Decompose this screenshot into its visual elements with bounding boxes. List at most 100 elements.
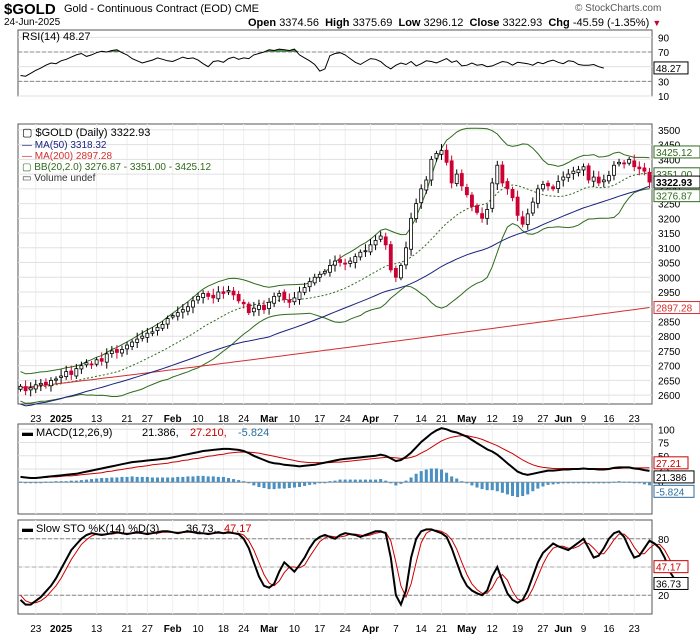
sto-x-label: 14 (416, 624, 428, 635)
candle-body (272, 296, 277, 304)
candle-body (155, 326, 160, 332)
macd-histogram-bar (505, 482, 509, 495)
symbol-title: $GOLD (4, 1, 56, 18)
sto-x-label: 10 (192, 624, 204, 635)
macd-line (20, 427, 650, 479)
macd-histogram-bar (313, 482, 317, 485)
instrument-name: Gold - Continuous Contract (EOD) CME (64, 3, 260, 15)
price-x-label: May (457, 414, 477, 425)
candle-body (637, 166, 642, 170)
macd-histogram-bar (526, 482, 530, 495)
sto-tick-label: 20 (658, 591, 670, 602)
candle-body (510, 189, 515, 199)
price-x-label: 21 (436, 414, 448, 425)
macd-histogram-bar (176, 476, 180, 483)
macd-histogram-bar (419, 471, 423, 483)
sto-x-label: 7 (393, 624, 399, 635)
sto-value-tag-box (653, 560, 689, 574)
macd-value-tag: -5.824 (656, 487, 685, 498)
price-x-label: 18 (218, 414, 230, 425)
candle-body (490, 182, 495, 209)
candle-body (54, 378, 58, 381)
macd-histogram-bar (44, 481, 48, 483)
price-legend-bb: ▢ BB(20,2.0) 3276.87 - 3351.00 - 3425.12 (22, 162, 211, 173)
macd-histogram-bar (242, 481, 246, 483)
macd-histogram-bar (602, 482, 606, 484)
sto-x-label: 19 (512, 624, 524, 635)
candle-body (525, 213, 530, 225)
candle-body (292, 297, 297, 303)
macd-histogram-bar (592, 482, 596, 484)
macd-histogram-bar (576, 482, 580, 484)
macd-histogram-bar (455, 478, 459, 483)
candle-body (338, 259, 342, 263)
macd-value-tag: 27.21 (656, 459, 681, 470)
price-x-label: 19 (512, 414, 524, 425)
price-value-tag-box (653, 189, 700, 203)
macd-histogram-bar (140, 476, 144, 483)
price-x-label: Jun (554, 414, 572, 425)
candle-body (546, 182, 550, 187)
candle-body (541, 184, 545, 190)
price-legend-volume: ▭ Volume undef (22, 173, 96, 184)
candle-body (277, 293, 282, 297)
price-x-label: 16 (603, 414, 615, 425)
price-legend-ma200: — MA(200) 2897.28 (22, 151, 112, 162)
candle-body (28, 387, 33, 391)
candle-body (312, 276, 317, 284)
price-tick-label: 3100 (658, 244, 681, 255)
candle-body (33, 384, 38, 390)
candle-body (642, 167, 647, 172)
macd-histogram-bar (34, 482, 38, 484)
bb-lower-band (20, 188, 650, 404)
candle-body (363, 250, 368, 253)
sto-x-label: 2025 (50, 624, 73, 635)
candle-body (581, 166, 586, 171)
macd-histogram-bar (475, 482, 479, 488)
chg-label: Chg (548, 17, 570, 29)
candle-body (333, 260, 337, 266)
candle-body (480, 213, 485, 219)
watermark: © StockCharts.com (575, 3, 662, 14)
chg-value: -45.59 (-1.35%) (572, 17, 650, 29)
low-label: Low (398, 17, 421, 29)
candle-body (221, 291, 226, 294)
candle-body (185, 306, 190, 312)
candle-body (348, 260, 353, 264)
sto-x-label: 13 (91, 624, 103, 635)
candle-body (130, 341, 135, 347)
macd-histogram-bar (282, 482, 286, 489)
price-tick-label: 3250 (658, 200, 681, 211)
macd-histogram-bar (531, 482, 535, 492)
sto-x-label: 17 (314, 624, 326, 635)
candle-body (18, 385, 23, 390)
candle-body (388, 244, 393, 271)
candle-body (43, 381, 48, 386)
rsi-panel (17, 29, 653, 97)
macd-histogram-bar (612, 481, 616, 483)
macd-histogram-bar (409, 477, 413, 483)
macd-histogram-bar (191, 476, 195, 483)
ma200-line (20, 307, 650, 389)
candle-body (404, 247, 408, 266)
candle-body (530, 201, 535, 214)
price-value-tag: 3351.00 (656, 170, 693, 181)
macd-histogram-bar (308, 482, 312, 485)
candle-body (373, 240, 378, 246)
candle-body (99, 358, 104, 362)
macd-histogram-bar (29, 482, 33, 484)
price-x-label: 17 (314, 414, 326, 425)
sto-x-label: Apr (362, 624, 379, 635)
macd-histogram-bar (252, 482, 256, 486)
candle-body (358, 251, 363, 258)
macd-histogram-bar (521, 482, 525, 496)
macd-histogram-bar (64, 481, 68, 483)
candle-body (165, 318, 170, 325)
price-value-tag-box (653, 175, 700, 189)
macd-histogram-bar (186, 476, 190, 483)
candle-body (368, 244, 373, 253)
price-x-label: 24 (238, 414, 250, 425)
macd-histogram-bar (206, 476, 210, 483)
macd-histogram-bar (84, 479, 88, 483)
candle-body (551, 186, 556, 190)
